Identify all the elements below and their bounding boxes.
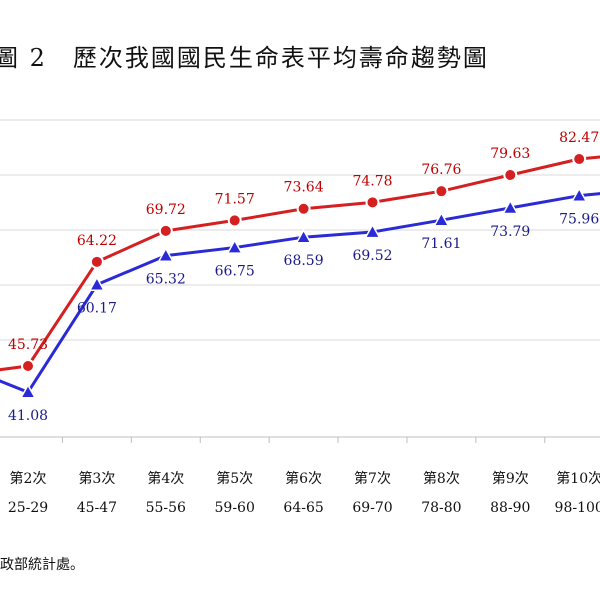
source-note: 政部統計處。 — [0, 557, 84, 573]
series-line-blue — [0, 192, 600, 394]
x-tick-years-label: 98-100 — [555, 500, 600, 516]
data-label-red: 79.63 — [490, 146, 530, 162]
data-label-red: 71.57 — [215, 191, 255, 207]
point-blue — [226, 239, 243, 254]
data-label-blue: 65.32 — [146, 272, 186, 288]
data-label-red: 69.72 — [146, 202, 186, 218]
point-blue — [88, 276, 106, 291]
point-red — [227, 213, 242, 228]
point-blue — [502, 199, 519, 215]
data-label-blue: 75.96 — [559, 212, 599, 228]
data-label-red: 76.76 — [421, 162, 461, 178]
x-tick-labels: 第2次 25-29 第3次 45-47 第4次 55-56 第5次 59-60 第6次 64-65… — [8, 470, 600, 516]
point-blue — [295, 228, 312, 244]
point-blue — [157, 247, 175, 262]
point-blue — [19, 383, 37, 399]
x-tick-label: 第8次 — [423, 470, 460, 487]
x-tick-label: 第9次 — [492, 470, 529, 487]
x-tick-years-label: 88-90 — [490, 500, 530, 516]
data-label-red: 73.64 — [284, 180, 324, 196]
data-label-blue: 73.79 — [490, 224, 530, 240]
point-red — [503, 168, 518, 183]
data-label-red: 82.47 — [559, 130, 599, 146]
point-red — [89, 254, 104, 269]
point-blue — [364, 223, 381, 239]
x-tick-years-label: 69-70 — [352, 500, 392, 516]
point-red — [21, 359, 35, 373]
x-tick-years-label: 25-29 — [8, 500, 48, 516]
point-red — [572, 152, 587, 166]
point-blue — [570, 187, 588, 203]
x-tick-label: 第4次 — [147, 470, 184, 487]
point-red — [158, 223, 173, 238]
x-axis — [0, 436, 600, 443]
x-tick-years-label: 59-60 — [215, 500, 255, 516]
point-red — [365, 195, 380, 210]
data-label-blue: 69.52 — [352, 248, 392, 264]
point-red — [434, 184, 449, 199]
x-tick-label: 第10次 — [556, 470, 600, 487]
x-tick-label: 第2次 — [10, 470, 47, 487]
x-tick-years-label: 64-65 — [283, 500, 323, 516]
data-label-red: 74.78 — [352, 173, 392, 189]
data-label-blue: 41.08 — [8, 408, 48, 424]
x-tick-label: 第5次 — [216, 470, 253, 487]
point-red — [296, 201, 311, 216]
data-label-blue: 60.17 — [77, 301, 117, 317]
x-tick-label: 第7次 — [354, 470, 391, 487]
x-tick-years-label: 45-47 — [77, 500, 117, 516]
x-tick-label: 第3次 — [78, 470, 115, 487]
data-label-red: 45.73 — [8, 337, 48, 353]
x-tick-years-label: 78-80 — [421, 500, 461, 516]
point-blue — [433, 211, 450, 227]
data-label-red: 64.22 — [77, 233, 117, 249]
x-tick-years-label: 55-56 — [146, 500, 186, 516]
chart-title: 圖 2 歷次我國國民生命表平均壽命趨勢圖 — [0, 44, 489, 72]
x-tick-label: 第6次 — [285, 470, 322, 487]
series-group: 45.73 64.22 69.72 71.57 73.64 74.78 76.76 79.63… — [0, 130, 600, 424]
data-label-blue: 71.61 — [421, 236, 461, 252]
data-label-blue: 66.75 — [215, 264, 255, 280]
data-label-blue: 68.59 — [284, 253, 324, 269]
